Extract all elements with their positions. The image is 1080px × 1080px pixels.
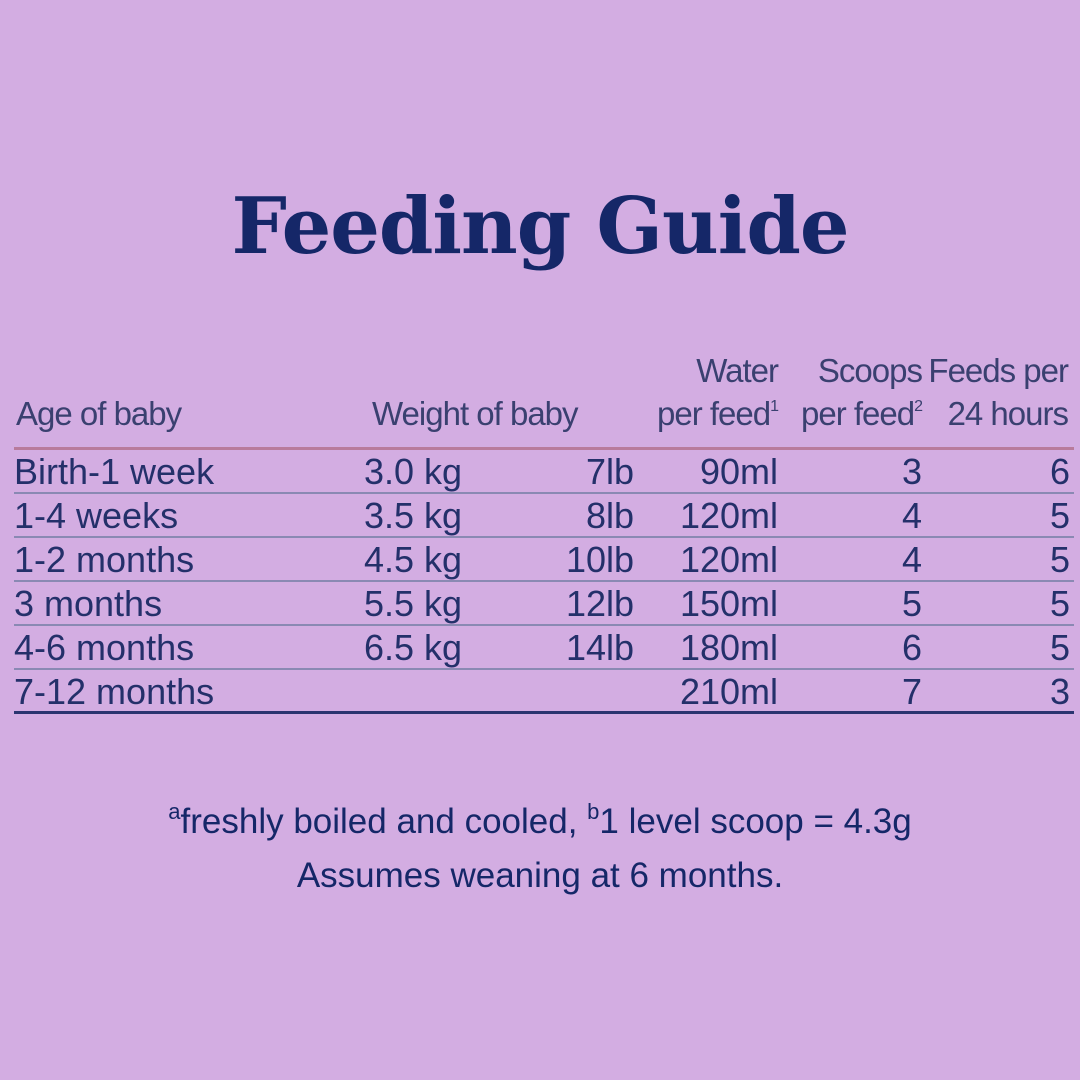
table-row: 1-4 weeks 3.5 kg 8lb 120ml 4 5 bbox=[14, 494, 1074, 538]
cell-water: 120ml bbox=[679, 539, 778, 580]
footnote-weaning: Assumes weaning at 6 months. bbox=[296, 856, 784, 895]
cell-water: 180ml bbox=[679, 627, 778, 668]
footnote-text-a: freshly boiled and cooled, bbox=[180, 802, 588, 841]
cell-weight-kg: 5.5 kg bbox=[364, 583, 463, 624]
cell-age: 1-4 weeks bbox=[14, 495, 179, 536]
header-water: Water per feed1 bbox=[657, 349, 779, 435]
footnote-marker-a: a bbox=[168, 799, 181, 824]
footnote-marker-b: b bbox=[587, 799, 600, 824]
header-weight: Weight of baby bbox=[372, 392, 579, 435]
table-row: Birth-1 week 3.0 kg 7lb 90ml 3 6 bbox=[14, 450, 1074, 494]
header-scoops-line1: Scoops bbox=[817, 352, 923, 389]
cell-weight-lb: 7lb bbox=[585, 451, 634, 492]
header-water-line1: Water bbox=[696, 352, 779, 389]
header-scoops-line2: per feed bbox=[801, 395, 915, 432]
header-water-line2: per feed bbox=[657, 395, 771, 432]
cell-scoops: 4 bbox=[901, 495, 922, 536]
header-age: Age of baby bbox=[16, 392, 182, 435]
table-row: 4-6 months 6.5 kg 14lb 180ml 6 5 bbox=[14, 626, 1074, 670]
header-feeds-line2: 24 hours bbox=[947, 395, 1069, 432]
header-feeds-line1: Feeds per bbox=[928, 352, 1069, 389]
header-feeds: Feeds per 24 hours bbox=[928, 349, 1069, 435]
cell-feeds: 5 bbox=[1049, 627, 1070, 668]
cell-weight-lb: 8lb bbox=[585, 495, 634, 536]
footnote-text-b: 1 level scoop = 4.3g bbox=[599, 802, 912, 841]
header-scoops: Scoops per feed2 bbox=[801, 349, 923, 435]
table-row: 1-2 months 4.5 kg 10lb 120ml 4 5 bbox=[14, 538, 1074, 582]
page-title: Feeding Guide bbox=[231, 181, 849, 272]
cell-feeds: 6 bbox=[1049, 451, 1070, 492]
cell-scoops: 6 bbox=[901, 627, 922, 668]
cell-scoops: 7 bbox=[901, 671, 922, 712]
cell-water: 150ml bbox=[679, 583, 778, 624]
cell-weight-lb: 10lb bbox=[565, 539, 634, 580]
cell-water: 120ml bbox=[679, 495, 778, 536]
cell-weight-kg: 3.5 kg bbox=[364, 495, 463, 536]
cell-age: Birth-1 week bbox=[14, 451, 215, 492]
cell-weight-lb: 14lb bbox=[565, 627, 634, 668]
header-scoops-sup: 2 bbox=[914, 398, 923, 415]
cell-water: 210ml bbox=[679, 671, 778, 712]
feeding-table: Age of baby Weight of baby Water per fee… bbox=[14, 352, 1074, 714]
cell-feeds: 5 bbox=[1049, 539, 1070, 580]
cell-water: 90ml bbox=[699, 451, 778, 492]
table-row: 3 months 5.5 kg 12lb 150ml 5 5 bbox=[14, 582, 1074, 626]
header-weight-label: Weight of baby bbox=[372, 395, 579, 432]
cell-scoops: 3 bbox=[901, 451, 922, 492]
cell-feeds: 3 bbox=[1049, 671, 1070, 712]
header-age-label: Age of baby bbox=[16, 395, 182, 432]
footnote-preparation: afreshly boiled and cooled, b1 level sco… bbox=[0, 800, 1080, 844]
cell-scoops: 4 bbox=[901, 539, 922, 580]
cell-age: 3 months bbox=[14, 583, 163, 624]
cell-age: 4-6 months bbox=[14, 627, 195, 668]
cell-weight-kg: 6.5 kg bbox=[364, 627, 463, 668]
cell-age: 7-12 months bbox=[14, 671, 215, 712]
cell-weight-kg: 3.0 kg bbox=[364, 451, 463, 492]
table-row: 7-12 months 210ml 7 3 bbox=[14, 670, 1074, 714]
cell-scoops: 5 bbox=[901, 583, 922, 624]
cell-age: 1-2 months bbox=[14, 539, 195, 580]
cell-weight-kg: 4.5 kg bbox=[364, 539, 463, 580]
header-water-sup: 1 bbox=[770, 398, 779, 415]
cell-feeds: 5 bbox=[1049, 583, 1070, 624]
table-header: Age of baby Weight of baby Water per fee… bbox=[14, 352, 1074, 450]
cell-weight-lb: 12lb bbox=[565, 583, 634, 624]
cell-feeds: 5 bbox=[1049, 495, 1070, 536]
